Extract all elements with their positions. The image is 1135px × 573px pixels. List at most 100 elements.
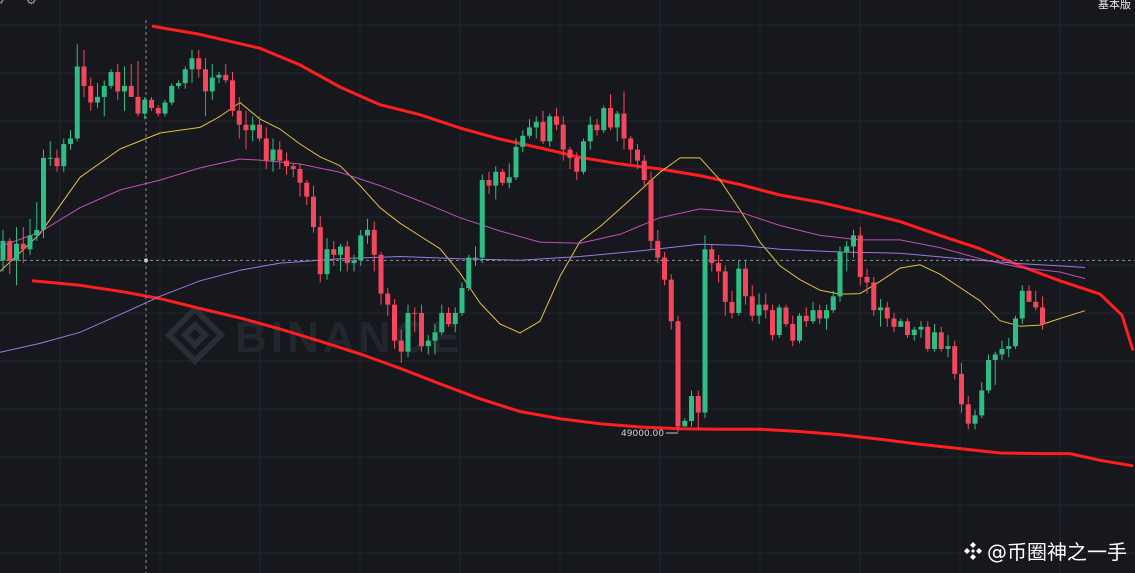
candle-body [425, 340, 431, 347]
candle [608, 94, 613, 131]
candle [675, 315, 681, 432]
candle [236, 96, 242, 139]
candle [344, 240, 350, 272]
candle-body [135, 96, 141, 114]
candle [311, 185, 316, 233]
toolbar-icons: ⚙ ⚙ [0, 0, 50, 8]
candle-body [533, 121, 539, 128]
candle-body [331, 249, 337, 255]
candle [979, 382, 985, 419]
candle-body [810, 310, 816, 322]
candle [392, 299, 397, 349]
candle [729, 290, 735, 319]
candle [257, 116, 262, 142]
candle [54, 149, 60, 172]
candle-body [419, 312, 424, 347]
candle [554, 108, 559, 131]
candle [196, 49, 202, 78]
candle [209, 63, 215, 100]
candle-body [527, 127, 532, 136]
candle-body [263, 138, 269, 161]
candle [122, 66, 127, 111]
candle-body [1013, 318, 1018, 347]
candle-body [736, 268, 742, 313]
candle [513, 138, 519, 181]
candle-body [196, 58, 202, 70]
binance-small-logo-icon [964, 541, 982, 560]
candle [533, 116, 539, 139]
candle [176, 80, 181, 89]
candle [95, 83, 100, 109]
candle [277, 141, 283, 169]
candle-body [635, 149, 640, 161]
candle-body [47, 157, 53, 159]
candle-body [952, 346, 958, 374]
candle-body [857, 235, 863, 277]
candle-body [918, 326, 924, 330]
candle-body [284, 160, 289, 167]
candle-body [979, 390, 985, 416]
candle-body [830, 296, 836, 311]
candle [648, 171, 654, 250]
candle [763, 293, 769, 319]
candle [783, 304, 789, 327]
candle [74, 44, 80, 142]
candle-body [648, 180, 654, 241]
candle [270, 138, 276, 172]
candle-body [702, 249, 708, 413]
candle-body [432, 332, 438, 341]
candle [61, 138, 67, 172]
candle-body [992, 354, 998, 361]
candle [473, 246, 478, 266]
candle-body [149, 99, 154, 109]
candle [797, 312, 802, 344]
candle [662, 252, 667, 286]
gear-icon[interactable]: ⚙ [26, 0, 37, 7]
candle-body [385, 293, 391, 305]
candle-body [250, 124, 256, 131]
candle [972, 409, 978, 430]
candle [770, 304, 775, 341]
candle-body [520, 135, 526, 147]
candle [419, 304, 424, 352]
candle-body [743, 268, 748, 297]
candle-body [776, 307, 782, 336]
candle [365, 218, 370, 244]
candle [216, 72, 222, 84]
candle [628, 135, 634, 164]
candle-body [628, 138, 634, 150]
candle [716, 254, 721, 283]
candle-body [243, 124, 249, 131]
binance-logo-icon [164, 304, 226, 366]
candle-body [405, 312, 411, 352]
candle-body [938, 332, 944, 349]
candle [736, 260, 742, 316]
candle [938, 326, 944, 352]
candle [486, 171, 492, 194]
candle-body [61, 144, 67, 167]
candle [857, 227, 863, 286]
candle-body [365, 229, 370, 236]
candle [432, 324, 438, 355]
candle [581, 138, 586, 175]
basic-mode-button[interactable]: 基本版 [1098, 0, 1131, 11]
candle-body [1006, 346, 1012, 349]
candle [547, 113, 553, 147]
candle-body [88, 85, 94, 103]
candle [446, 307, 451, 327]
candle [952, 340, 958, 380]
candle [695, 390, 701, 430]
candle [142, 96, 148, 120]
candle [479, 174, 485, 264]
candle-body [101, 85, 107, 97]
candle-body [142, 99, 148, 114]
candle-body [500, 171, 505, 183]
candle-body [891, 318, 897, 327]
candle-body [932, 332, 937, 349]
ma-short-line [0, 102, 1086, 334]
candle [0, 229, 6, 272]
chart-type-icon[interactable]: ⚙ [0, 0, 6, 6]
